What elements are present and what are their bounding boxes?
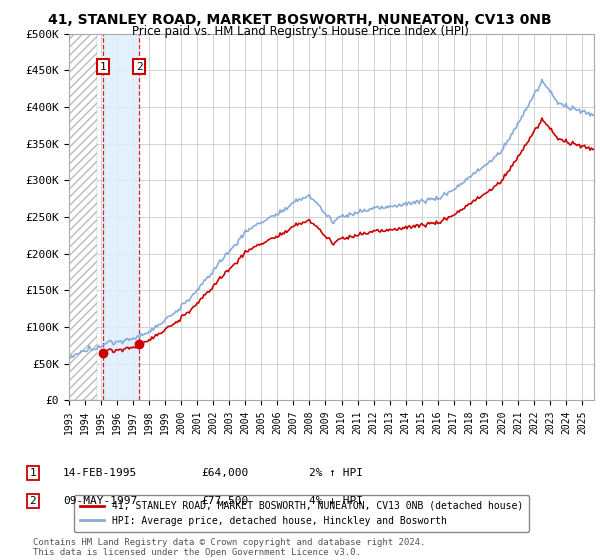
Legend: 41, STANLEY ROAD, MARKET BOSWORTH, NUNEATON, CV13 0NB (detached house), HPI: Ave: 41, STANLEY ROAD, MARKET BOSWORTH, NUNEA… [74, 495, 529, 531]
Text: £77,500: £77,500 [201, 496, 248, 506]
Text: Contains HM Land Registry data © Crown copyright and database right 2024.
This d: Contains HM Land Registry data © Crown c… [33, 538, 425, 557]
Text: 14-FEB-1995: 14-FEB-1995 [63, 468, 137, 478]
Text: Price paid vs. HM Land Registry's House Price Index (HPI): Price paid vs. HM Land Registry's House … [131, 25, 469, 38]
Bar [103, 34, 139, 400]
Text: 1: 1 [100, 62, 106, 72]
Text: 09-MAY-1997: 09-MAY-1997 [63, 496, 137, 506]
Text: £64,000: £64,000 [201, 468, 248, 478]
Bar [69, 34, 97, 400]
Text: 41, STANLEY ROAD, MARKET BOSWORTH, NUNEATON, CV13 0NB: 41, STANLEY ROAD, MARKET BOSWORTH, NUNEA… [48, 13, 552, 27]
Text: 1: 1 [29, 468, 37, 478]
Point [98, 349, 108, 358]
Text: 2: 2 [29, 496, 37, 506]
Text: 2% ↑ HPI: 2% ↑ HPI [309, 468, 363, 478]
Text: 2: 2 [136, 62, 142, 72]
Text: 4% ↓ HPI: 4% ↓ HPI [309, 496, 363, 506]
Point [134, 339, 144, 348]
